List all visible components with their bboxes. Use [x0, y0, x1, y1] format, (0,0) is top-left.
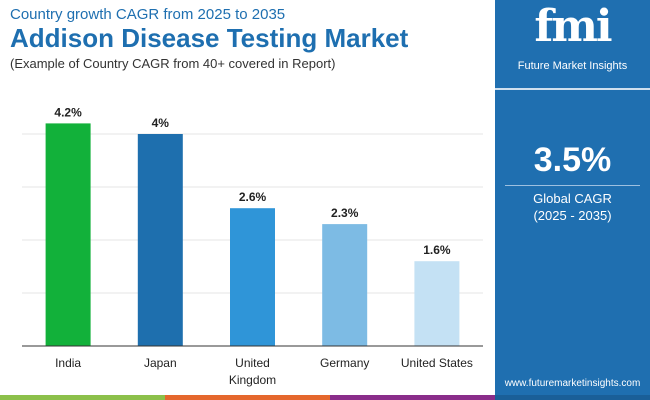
side-panel: fmi Future Market Insights 3.5% Global C… — [495, 0, 650, 395]
bar — [137, 134, 183, 346]
stripe-orange — [165, 395, 330, 400]
x-tick-label: Kingdom — [229, 373, 276, 387]
bar — [230, 208, 275, 346]
stripe-blue — [495, 395, 650, 400]
stripe-green — [0, 395, 165, 400]
x-tick-label: Japan — [144, 356, 177, 370]
bar — [322, 224, 368, 346]
data-label: 4% — [152, 116, 170, 130]
chart-subtitle: Country growth CAGR from 2025 to 2035 — [10, 6, 286, 23]
data-label: 4.2% — [54, 105, 82, 119]
bar-chart: 4.2% India 4% Japan 2.6% United Kingdom 2.3% Ger… — [22, 105, 483, 387]
bar — [45, 123, 91, 347]
data-label: 2.6% — [239, 190, 267, 204]
stripe-purple — [330, 395, 495, 400]
logo-text: Future Market Insights — [517, 60, 628, 72]
chart-note: (Example of Country CAGR from 40+ covere… — [10, 56, 336, 71]
x-tick-label: United States — [401, 356, 473, 370]
chart-title: Addison Disease Testing Market — [10, 23, 409, 53]
bar — [414, 261, 460, 346]
divider — [495, 88, 650, 90]
cagr-label: Global CAGR — [533, 191, 612, 206]
global-cagr-label: Global CAGR (2025 - 2035) — [495, 190, 650, 224]
data-label: 1.6% — [423, 243, 451, 257]
divider — [505, 185, 640, 186]
fmi-logo: fmi — [534, 4, 612, 50]
x-tick-label: United — [235, 356, 270, 370]
x-tick-label: India — [55, 356, 81, 370]
data-label: 2.3% — [331, 206, 359, 220]
website-link[interactable]: www.futuremarketinsights.com — [504, 378, 641, 389]
cagr-period: (2025 - 2035) — [533, 208, 612, 223]
x-tick-label: Germany — [320, 356, 369, 370]
global-cagr-value: 3.5% — [533, 141, 612, 179]
